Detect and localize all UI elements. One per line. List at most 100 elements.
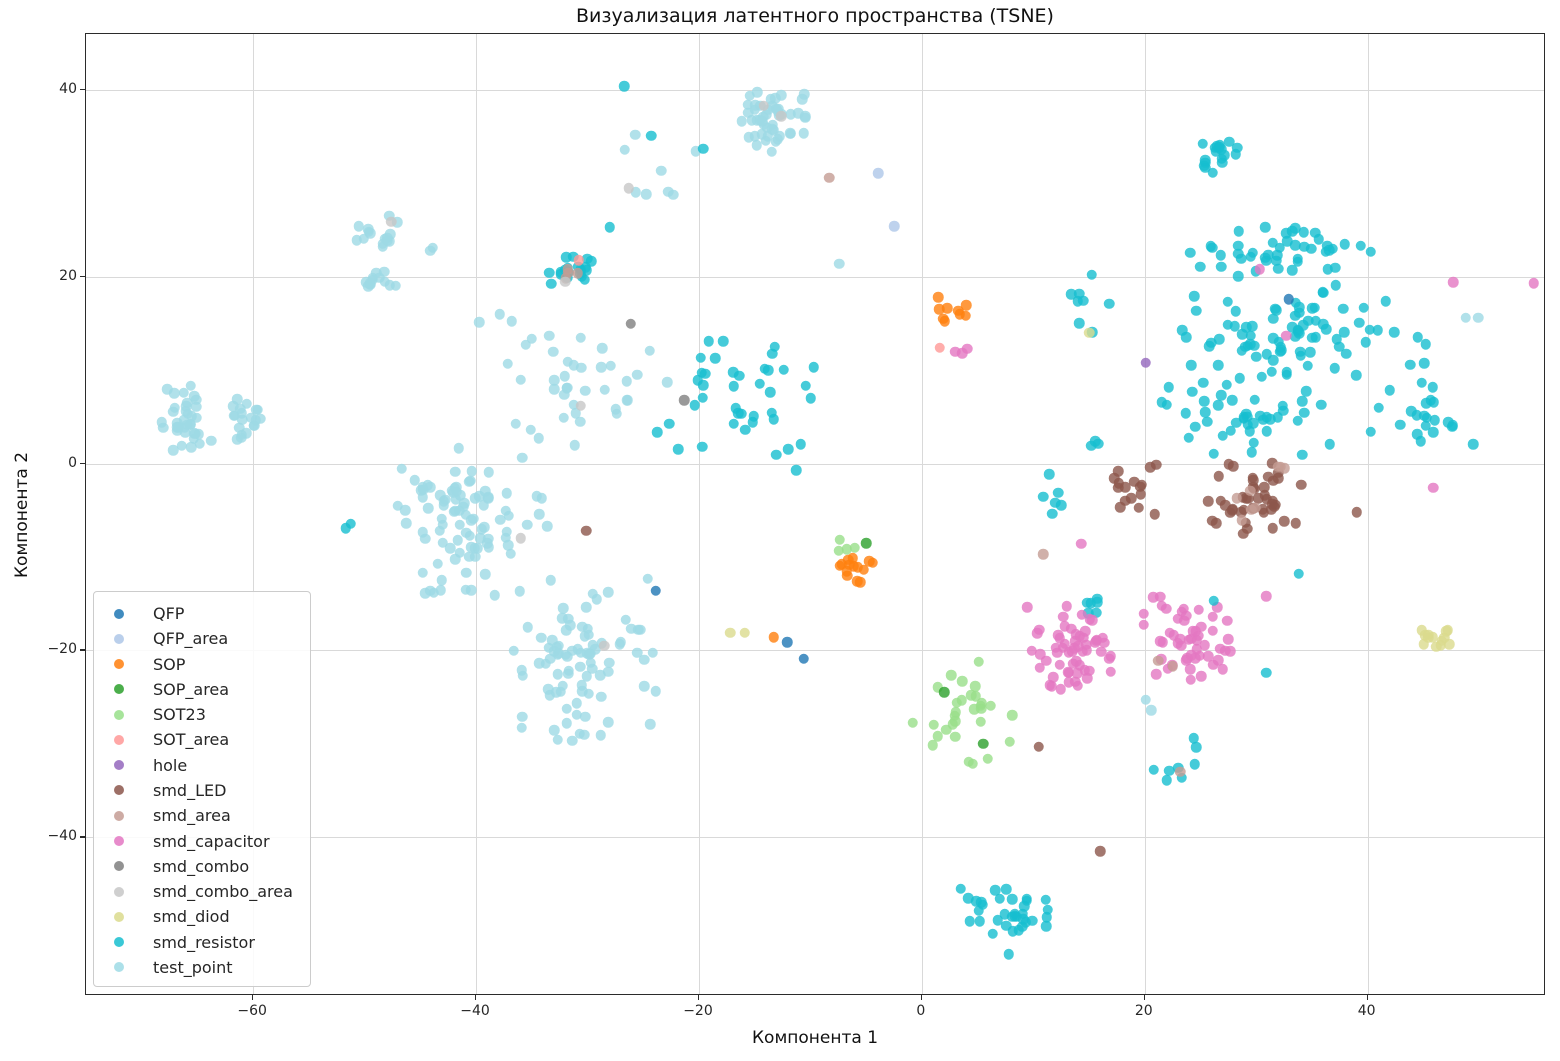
point-test_point bbox=[522, 622, 534, 633]
point-smd_resistor bbox=[1289, 310, 1301, 322]
point-test_point bbox=[454, 547, 465, 558]
point-smd_resistor bbox=[1281, 367, 1292, 378]
legend-item-smd_capacitor: smd_capacitor bbox=[94, 829, 310, 854]
point-smd_LED bbox=[1259, 482, 1270, 493]
point-test_point bbox=[514, 586, 526, 597]
point-smd_resistor bbox=[1290, 297, 1302, 308]
point-smd_resistor bbox=[975, 896, 987, 908]
point-smd_resistor bbox=[1268, 313, 1279, 325]
point-smd_resistor bbox=[1415, 436, 1426, 447]
point-smd_resistor bbox=[1334, 341, 1345, 353]
point-smd_capacitor bbox=[1076, 538, 1087, 550]
point-smd_resistor bbox=[1287, 321, 1298, 333]
point-smd_capacitor bbox=[1033, 624, 1045, 635]
point-smd_resistor bbox=[987, 928, 998, 939]
legend-label: smd_combo bbox=[153, 856, 250, 876]
point-smd_resistor bbox=[1186, 360, 1197, 371]
point-smd_capacitor bbox=[1202, 651, 1214, 662]
point-smd_resistor bbox=[1299, 407, 1310, 418]
point-smd_resistor bbox=[1148, 764, 1160, 775]
point-smd_LED bbox=[1219, 500, 1231, 511]
point-smd_resistor bbox=[1339, 327, 1350, 338]
point-SOT23 bbox=[950, 716, 961, 727]
point-QFP bbox=[798, 653, 809, 665]
point-SOP bbox=[960, 310, 971, 322]
point-smd_resistor bbox=[1052, 487, 1064, 499]
point-smd_resistor bbox=[1001, 884, 1012, 895]
point-test_point bbox=[596, 691, 607, 702]
point-smd_resistor bbox=[994, 893, 1006, 905]
point-test_point bbox=[579, 385, 591, 397]
y-gridline bbox=[86, 90, 1544, 92]
x-axis-label: Компонента 1 bbox=[751, 1028, 879, 1048]
point-smd_capacitor bbox=[1059, 621, 1070, 632]
legend-marker-icon bbox=[114, 962, 124, 973]
point-smd_LED bbox=[1261, 493, 1273, 505]
y-tick-mark bbox=[80, 836, 85, 838]
x-tick-mark bbox=[920, 995, 923, 1000]
point-smd_capacitor bbox=[1072, 668, 1083, 679]
point-smd_resistor bbox=[718, 336, 729, 347]
point-smd_resistor bbox=[579, 274, 590, 286]
point-smd_resistor bbox=[1261, 412, 1272, 423]
point-test_point bbox=[483, 493, 494, 504]
point-test_point bbox=[552, 669, 563, 680]
point-smd_resistor bbox=[1468, 439, 1479, 450]
point-smd_resistor bbox=[1091, 593, 1103, 605]
point-SOT23 bbox=[951, 697, 963, 709]
legend-marker-icon bbox=[114, 659, 124, 670]
point-smd_capacitor bbox=[1213, 654, 1224, 666]
point-test_point bbox=[662, 376, 673, 388]
point-smd_capacitor bbox=[1054, 633, 1066, 644]
point-smd_capacitor bbox=[1073, 640, 1084, 652]
point-smd_resistor bbox=[962, 893, 974, 904]
point-test_point bbox=[582, 647, 593, 659]
point-test_point bbox=[184, 419, 196, 430]
point-smd_capacitor bbox=[1097, 632, 1109, 643]
point-SOP bbox=[942, 303, 953, 314]
point-smd_resistor bbox=[1055, 500, 1067, 511]
point-test_point bbox=[206, 435, 217, 446]
legend-item-test_point: test_point bbox=[94, 955, 310, 980]
point-test_point bbox=[502, 358, 514, 370]
point-smd_resistor bbox=[1292, 253, 1303, 265]
point-smd_resistor bbox=[1208, 448, 1219, 459]
point-test_point bbox=[180, 427, 191, 438]
point-test_point bbox=[417, 527, 429, 538]
point-test_point bbox=[583, 688, 594, 699]
point-test_point bbox=[621, 376, 633, 387]
point-smd_LED bbox=[1129, 476, 1140, 488]
point-smd_resistor bbox=[1301, 386, 1312, 397]
point-test_point bbox=[190, 394, 202, 406]
point-QFP bbox=[1283, 294, 1294, 305]
point-smd_resistor bbox=[1093, 438, 1104, 450]
point-smd_resistor bbox=[581, 264, 592, 276]
point-smd_resistor bbox=[1082, 607, 1094, 619]
point-smd_diod bbox=[1416, 625, 1428, 636]
point-test_point bbox=[391, 217, 403, 228]
point-smd_capacitor bbox=[1066, 623, 1077, 634]
point-smd_resistor bbox=[1237, 329, 1248, 340]
point-smd_capacitor bbox=[1074, 660, 1085, 671]
point-smd_combo_area bbox=[776, 110, 787, 122]
point-smd_resistor bbox=[1156, 397, 1167, 408]
legend-label: SOT23 bbox=[153, 705, 206, 725]
point-test_point bbox=[445, 542, 456, 554]
point-smd_resistor bbox=[1230, 306, 1241, 317]
point-smd_area bbox=[1245, 485, 1256, 496]
point-test_point bbox=[548, 724, 560, 736]
point-test_point bbox=[428, 587, 439, 598]
point-SOT23 bbox=[973, 656, 984, 667]
point-smd_capacitor bbox=[1161, 603, 1172, 615]
point-smd_LED bbox=[1272, 467, 1284, 479]
point-SOT23 bbox=[833, 545, 845, 557]
point-hole bbox=[1140, 357, 1152, 368]
point-smd_resistor bbox=[1038, 491, 1049, 502]
point-smd_combo bbox=[679, 394, 690, 406]
point-test_point bbox=[401, 517, 412, 529]
point-test_point bbox=[169, 388, 180, 399]
point-SOT23 bbox=[967, 758, 978, 769]
x-tick-label: −20 bbox=[683, 1003, 713, 1019]
point-smd_resistor bbox=[345, 518, 357, 529]
point-smd_combo_area bbox=[623, 182, 634, 194]
